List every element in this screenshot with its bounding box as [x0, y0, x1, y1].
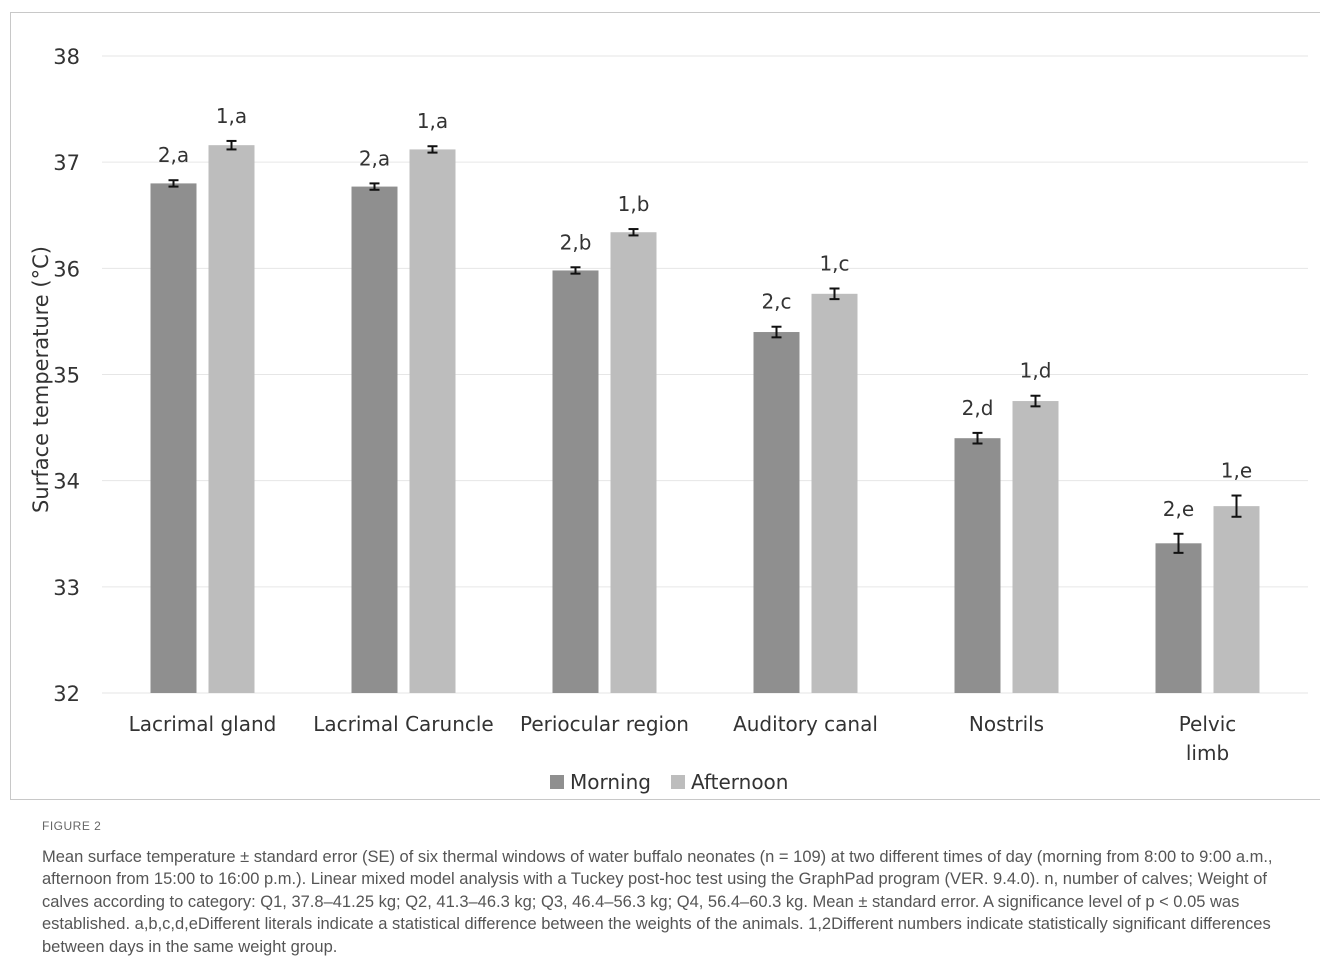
data-label: 1,c	[819, 252, 849, 276]
bar-morning	[753, 332, 800, 693]
data-label: 1,e	[1221, 459, 1252, 483]
bar-chart: 32 33 34 35 36 37 38 Surface temperature (°C) 2,…	[29, 45, 1308, 765]
data-label: 2,d	[962, 396, 994, 420]
legend-item-morning: Morning	[550, 770, 651, 794]
data-label: 2,a	[359, 146, 390, 170]
data-label: 1,a	[417, 109, 448, 133]
y-tick-label: 37	[53, 151, 80, 175]
bar-morning	[1155, 543, 1202, 693]
chart-legend: Morning Afternoon	[550, 770, 788, 794]
chart-frame	[10, 12, 1320, 800]
y-tick-label: 35	[53, 364, 80, 388]
bar-afternoon	[1012, 401, 1059, 693]
data-label: 2,e	[1163, 497, 1194, 521]
figure-caption: FIGURE 2 Mean surface temperature ± stan…	[42, 815, 1307, 958]
legend-swatch-morning	[550, 775, 564, 789]
bar-morning	[552, 270, 599, 693]
bar-afternoon	[610, 232, 657, 693]
legend-label-morning: Morning	[570, 770, 651, 794]
data-label: 1,b	[618, 192, 650, 216]
x-tick-label: limb	[1186, 741, 1229, 765]
x-tick-label: Auditory canal	[733, 712, 878, 736]
y-tick-label: 38	[53, 45, 80, 69]
data-label: 2,a	[158, 143, 189, 167]
bar-afternoon	[208, 145, 255, 693]
bar-morning	[954, 438, 1001, 693]
figure-label: FIGURE 2	[42, 819, 102, 833]
figure-caption-text: Mean surface temperature ± standard erro…	[42, 847, 1273, 956]
data-label: 1,d	[1020, 359, 1052, 383]
y-tick-label: 33	[53, 576, 80, 600]
y-tick-label: 36	[53, 257, 80, 281]
legend-swatch-afternoon	[670, 775, 685, 789]
bar-afternoon	[409, 149, 456, 694]
y-tick-label: 34	[53, 470, 80, 494]
data-label: 2,b	[560, 230, 592, 254]
bar-morning	[351, 186, 398, 693]
data-label: 2,c	[761, 290, 791, 314]
y-axis-title: Surface temperature (°C)	[29, 246, 53, 513]
data-label: 1,a	[216, 104, 247, 128]
x-tick-label: Periocular region	[520, 712, 689, 736]
x-tick-label: Lacrimal Caruncle	[313, 712, 493, 736]
bar-morning	[150, 183, 197, 693]
bar-afternoon	[1213, 506, 1260, 693]
legend-item-afternoon: Afternoon	[670, 770, 789, 794]
bar-afternoon	[811, 293, 858, 693]
legend-label-afternoon: Afternoon	[690, 770, 789, 794]
y-tick-label: 32	[53, 682, 80, 706]
x-tick-label: Lacrimal gland	[129, 712, 277, 736]
x-tick-label: Pelvic	[1179, 712, 1237, 736]
x-tick-label: Nostrils	[969, 712, 1044, 736]
